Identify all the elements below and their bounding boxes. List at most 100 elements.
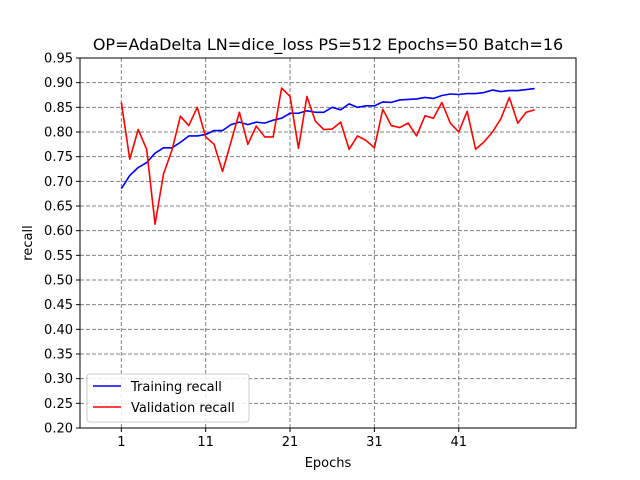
validation-recall-point	[449, 122, 452, 125]
training-recall-point	[297, 112, 300, 115]
validation-recall-point	[516, 122, 519, 125]
validation-recall-point	[322, 128, 325, 131]
y-axis-label: recall	[21, 225, 36, 260]
validation-recall-point	[331, 128, 334, 131]
training-recall-point	[255, 121, 258, 124]
y-tick-label: 0.20	[44, 422, 73, 437]
training-recall-point	[305, 109, 308, 112]
chart-title: OP=AdaDelta LN=dice_loss PS=512 Epochs=5…	[93, 35, 563, 55]
validation-recall-point	[272, 135, 275, 138]
training-recall-point	[533, 87, 536, 90]
training-recall-point	[440, 94, 443, 97]
y-tick-label: 0.60	[44, 224, 73, 239]
validation-recall-point	[373, 146, 376, 149]
validation-recall-point	[204, 135, 207, 138]
validation-recall-point	[364, 139, 367, 142]
y-tick-label: 0.35	[44, 348, 73, 363]
validation-recall-point	[390, 124, 393, 127]
validation-recall-point	[499, 117, 502, 120]
training-recall-point	[128, 174, 131, 177]
validation-recall-point	[187, 124, 190, 127]
validation-recall-point	[221, 170, 224, 173]
y-tick-label: 0.80	[44, 126, 73, 141]
training-recall-point	[499, 90, 502, 93]
validation-recall-point	[229, 140, 232, 143]
validation-recall-point	[246, 143, 249, 146]
y-tick-label: 0.70	[44, 175, 73, 190]
validation-recall-point	[305, 95, 308, 98]
validation-recall-point	[483, 140, 486, 143]
training-recall-point	[154, 152, 157, 155]
validation-recall-point	[238, 111, 241, 114]
x-axis-label: Epochs	[305, 456, 352, 471]
training-recall-point	[120, 187, 123, 190]
training-recall-point	[466, 92, 469, 95]
validation-recall-point	[457, 131, 460, 134]
validation-recall-point	[508, 96, 511, 99]
training-recall-point	[381, 100, 384, 103]
validation-recall-point	[440, 101, 443, 104]
legend-label-validation: Validation recall	[131, 401, 235, 416]
validation-recall-point	[432, 117, 435, 120]
training-recall-point	[187, 134, 190, 137]
tick-layer: 0.20 0.25 0.30 0.35 0.40 0.45 0.50 0.55 0.60 0.65…	[44, 52, 467, 451]
training-recall-point	[314, 111, 317, 114]
training-recall-point	[525, 88, 528, 91]
validation-recall-point	[263, 135, 266, 138]
y-tick-label: 0.75	[44, 150, 73, 165]
plot-frame	[79, 57, 577, 429]
training-recall-point	[213, 129, 216, 132]
training-recall-point	[221, 129, 224, 132]
training-recall-point	[196, 134, 199, 137]
legend: Training recall Validation recall	[86, 373, 250, 423]
validation-recall-point	[162, 172, 165, 175]
training-recall-point	[280, 117, 283, 120]
training-recall-line	[120, 87, 535, 190]
training-recall-point	[516, 89, 519, 92]
training-recall-point	[432, 97, 435, 100]
validation-recall-point	[297, 147, 300, 150]
training-recall-point	[263, 122, 266, 125]
training-recall-point	[474, 92, 477, 95]
validation-recall-point	[466, 110, 469, 113]
training-recall-point	[508, 89, 511, 92]
training-recall-point	[457, 93, 460, 96]
validation-recall-point	[289, 95, 292, 98]
training-recall-point	[398, 98, 401, 101]
legend-box	[86, 373, 250, 423]
y-tick-label: 0.90	[44, 76, 73, 91]
validation-recall-point	[398, 126, 401, 129]
training-recall-point	[162, 146, 165, 149]
training-recall-point	[339, 108, 342, 111]
y-tick-label: 0.85	[44, 101, 73, 116]
validation-recall-point	[255, 125, 258, 128]
y-tick-label: 0.25	[44, 397, 73, 412]
x-tick-label: 41	[450, 435, 467, 450]
validation-recall-point	[491, 131, 494, 134]
validation-recall-point	[474, 148, 477, 151]
y-tick-label: 0.95	[44, 52, 73, 67]
validation-recall-point	[137, 128, 140, 131]
x-tick-label: 11	[197, 435, 214, 450]
y-tick-label: 0.40	[44, 323, 73, 338]
validation-recall-point	[348, 148, 351, 151]
legend-label-training: Training recall	[130, 380, 222, 395]
training-recall-point	[415, 97, 418, 100]
training-recall-point	[364, 104, 367, 107]
validation-recall-point	[179, 115, 182, 118]
validation-recall-point	[356, 134, 359, 137]
validation-recall-point	[381, 108, 384, 111]
validation-recall-point	[213, 143, 216, 146]
training-recall-point	[272, 119, 275, 122]
validation-recall-point	[407, 122, 410, 125]
validation-recall-point	[196, 106, 199, 109]
validation-recall-point	[128, 158, 131, 161]
training-recall-point	[348, 102, 351, 105]
y-tick-label: 0.30	[44, 372, 73, 387]
y-tick-label: 0.65	[44, 200, 73, 215]
training-recall-point	[483, 91, 486, 94]
y-tick-label: 0.45	[44, 298, 73, 313]
training-recall-point	[424, 96, 427, 99]
validation-recall-point	[170, 149, 173, 152]
